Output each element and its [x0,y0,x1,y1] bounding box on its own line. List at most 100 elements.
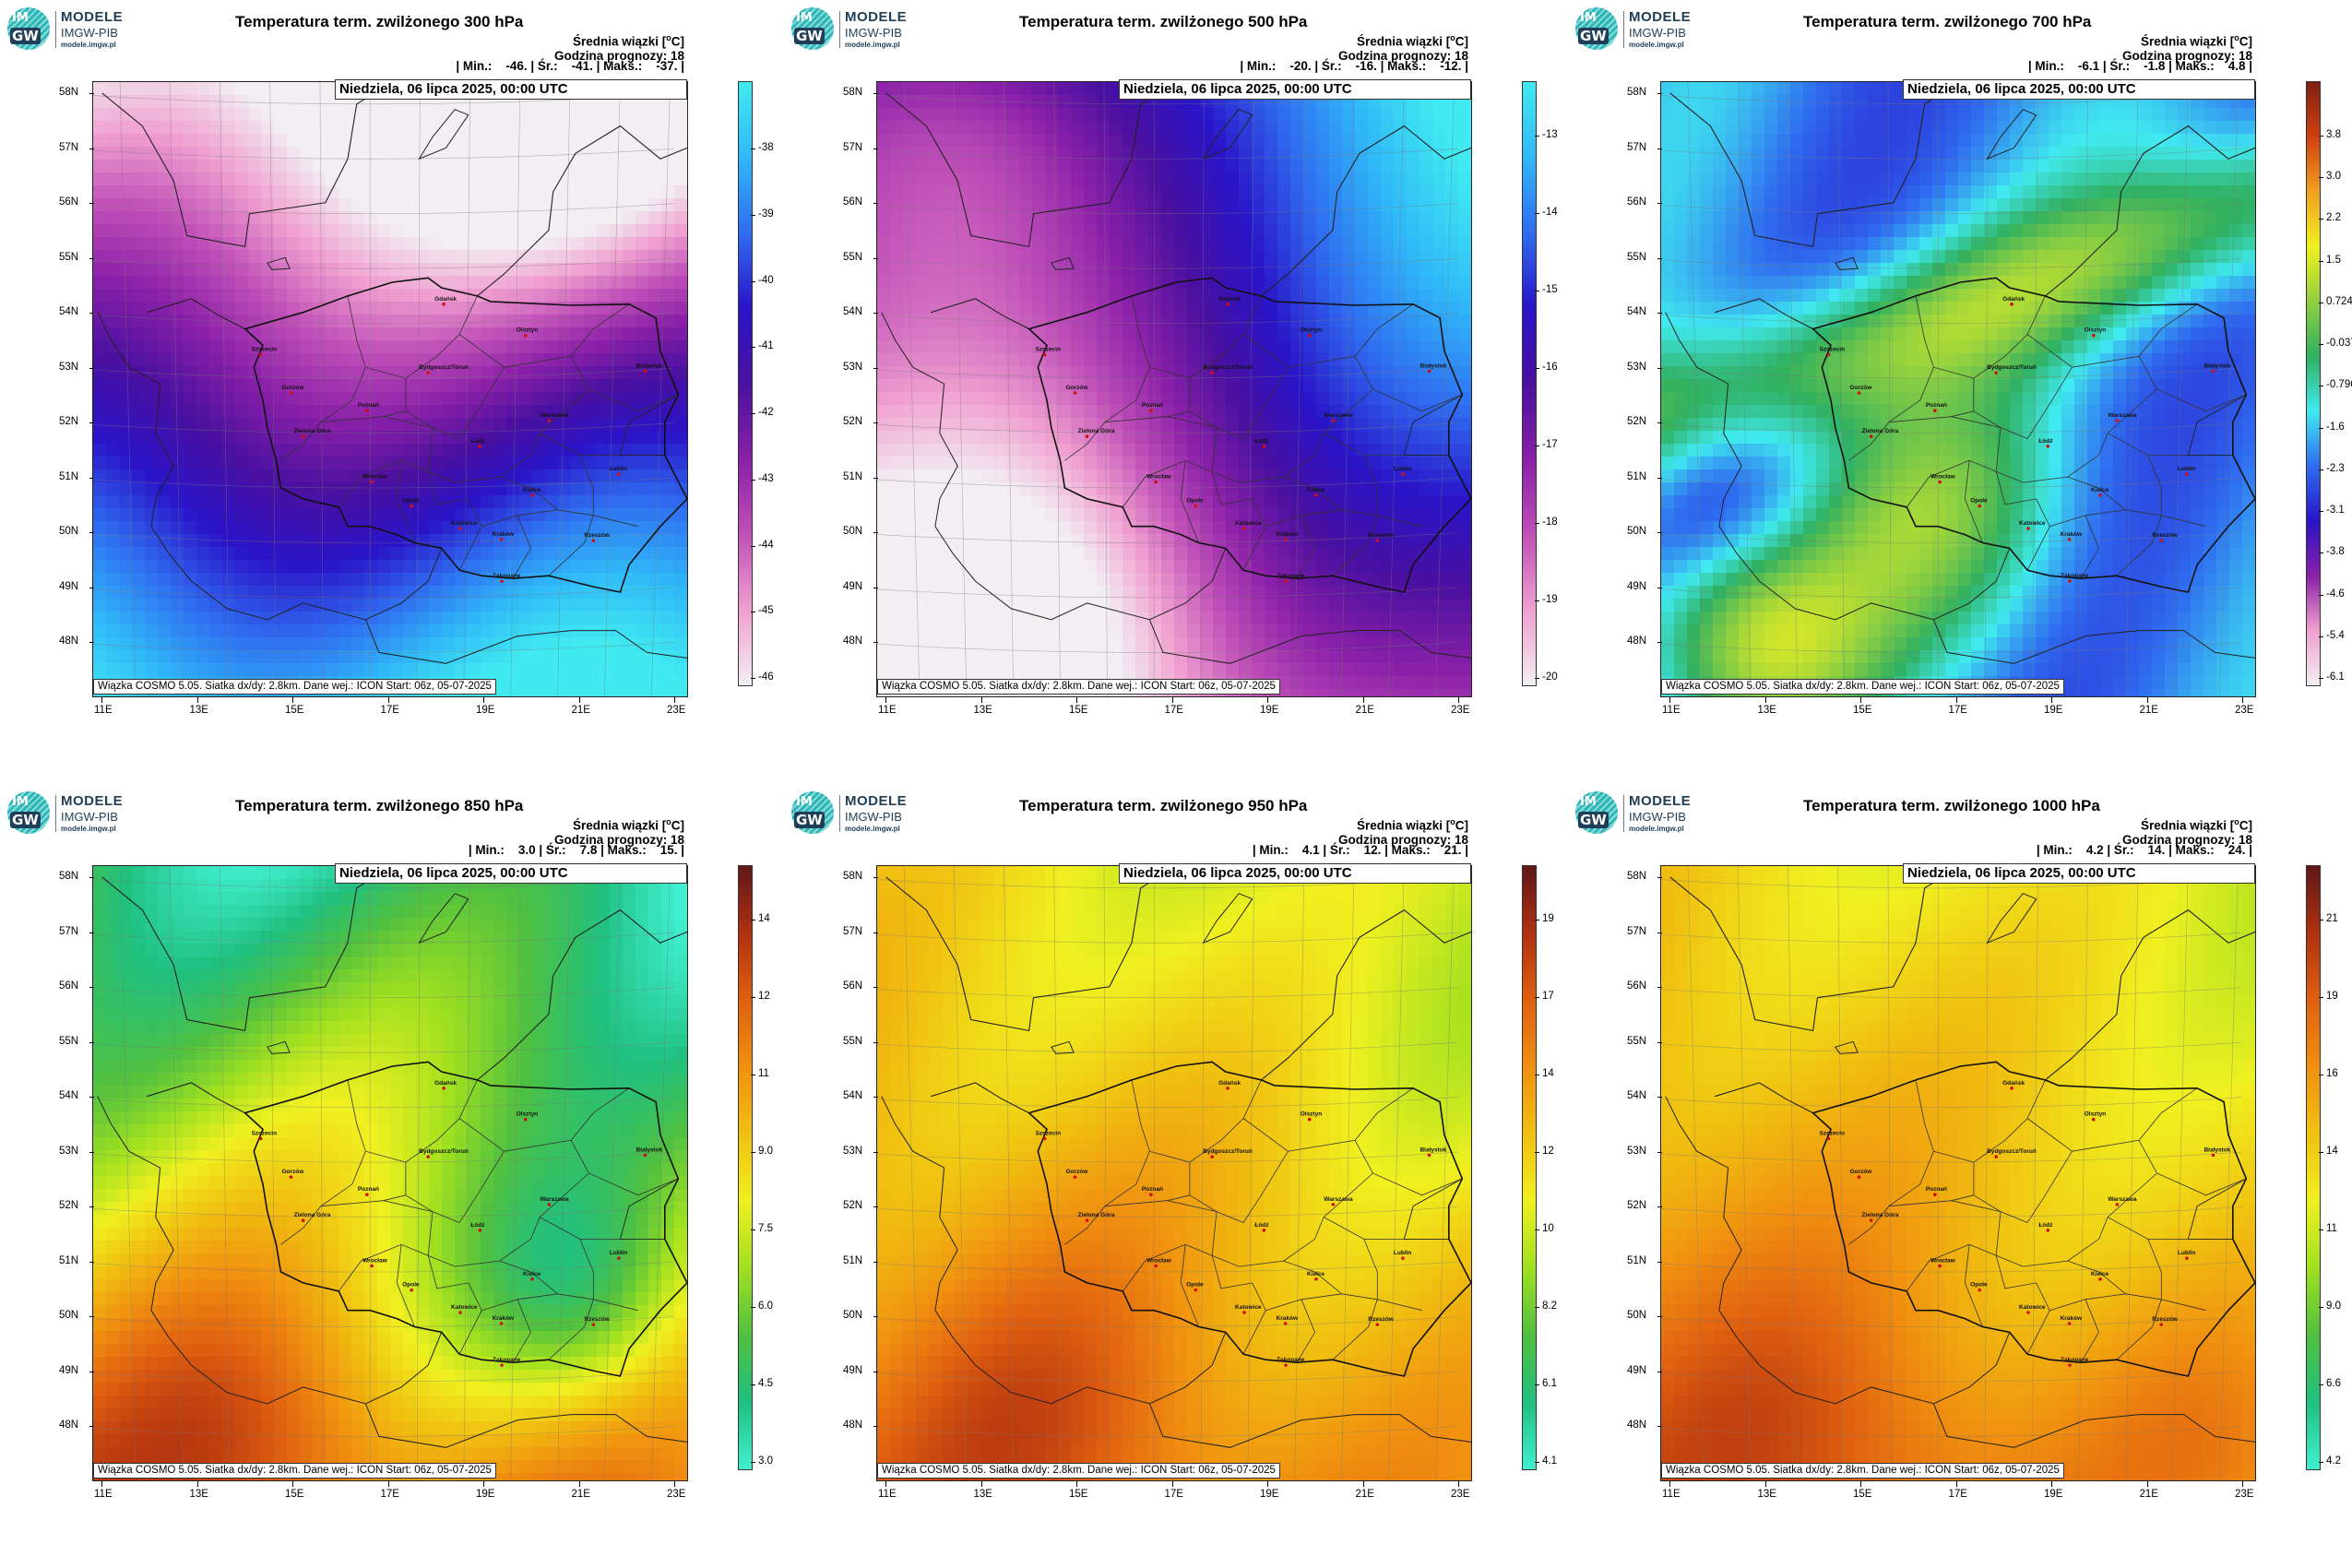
field-cell [623,327,636,341]
city-marker[interactable] [1427,369,1431,374]
field-cell [300,457,314,470]
logo-url[interactable]: modele.imgw.pl [845,41,900,49]
city-marker[interactable] [1284,579,1288,583]
field-cell [339,469,352,483]
field-cell [597,211,611,225]
field-cell [326,134,339,148]
field-cell [980,82,994,96]
field-cell [196,418,210,432]
city-marker[interactable] [258,352,263,357]
field-cell [506,508,520,522]
imgw-logo[interactable]: IM GW MODELE IMGW-PIB modele.imgw.pl [791,7,930,52]
field-cell [468,599,481,612]
imgw-logo[interactable]: IM GW MODELE IMGW-PIB modele.imgw.pl [7,7,146,52]
city-marker[interactable] [1283,538,1288,541]
city-marker[interactable] [591,539,596,542]
graticule-lon [604,82,621,696]
field-cell [597,327,611,341]
city-marker[interactable] [370,480,374,484]
field-cell [300,327,314,341]
city-marker[interactable] [1194,504,1198,508]
city-marker[interactable] [523,333,528,338]
imgw-logo[interactable]: IM GW MODELE IMGW-PIB modele.imgw.pl [1575,7,1714,52]
field-cell [403,469,417,483]
city-marker[interactable] [301,434,305,438]
graticule-lon [1435,82,1455,696]
city-marker[interactable] [1401,472,1405,476]
field-cell [364,418,378,432]
city-marker[interactable] [500,579,504,583]
field-cell [313,198,327,212]
city-label: Bydgoszcz/Toruń [1203,364,1253,371]
field-cell [274,431,288,445]
field-cell [545,353,559,367]
logo-url[interactable]: modele.imgw.pl [61,41,116,49]
city-marker[interactable] [458,527,462,530]
field-cell [390,612,404,625]
field-cell [403,586,417,600]
field-cell [158,302,172,315]
field-cell [390,637,404,651]
field-cell [171,224,184,238]
field-cell [661,198,675,212]
field-cell [390,547,404,561]
city-marker[interactable] [1085,434,1089,438]
field-cell [300,185,314,199]
city-marker[interactable] [547,419,552,422]
field-cell [158,495,172,509]
field-cell [519,469,533,483]
city-marker[interactable] [1375,539,1380,542]
city-marker[interactable] [1073,391,1077,395]
map-area[interactable]: Gdańsk Olsztyn Białystok Szczecin Bydgoszcz/… [92,81,688,697]
field-cell [455,276,469,290]
field-cell [364,534,378,548]
field-cell [571,689,585,696]
city-marker[interactable] [426,371,430,374]
city-marker[interactable] [530,493,534,497]
graticule-lon [510,82,521,696]
map-area[interactable]: Gdańsk Olsztyn Białystok Szczecin Bydgoszcz/… [1660,81,2256,697]
field-cell [610,405,624,419]
city-marker[interactable] [1314,493,1318,497]
city-marker[interactable] [442,303,445,306]
city-marker[interactable] [365,409,369,412]
field-cell [442,637,456,651]
city-marker[interactable] [643,369,647,374]
map-area[interactable]: Gdańsk Olsztyn Białystok Szczecin Bydgoszcz/… [876,81,1472,697]
city-marker[interactable] [1242,527,1246,530]
city-marker[interactable] [1226,303,1229,306]
city-marker[interactable] [1262,445,1266,448]
field-cell [287,508,301,522]
field-cell [916,82,930,96]
logo-line1: MODELE [61,9,124,25]
city-marker[interactable] [499,538,504,541]
city-marker[interactable] [1331,419,1336,422]
logo-url[interactable]: modele.imgw.pl [1629,41,1684,49]
field-cell [468,521,481,535]
field-cell [636,573,649,587]
model-info-footer: Wiązka COSMO 5.05. Siatka dx/dy: 2.8km. … [877,679,1280,695]
field-cell [481,405,494,419]
field-cell [184,508,197,522]
city-marker[interactable] [1154,480,1158,484]
field-cell [468,624,481,638]
city-marker[interactable] [410,504,414,508]
field-cell [196,224,210,238]
field-cell [623,560,636,574]
field-cell [184,302,197,315]
field-cell [364,457,378,470]
field-cell [597,637,611,651]
field-cell [493,418,507,432]
field-cell [648,224,662,238]
city-marker[interactable] [1307,333,1312,338]
city-marker[interactable] [1042,352,1047,357]
sweden-coast [885,82,1177,248]
city-marker[interactable] [1210,371,1214,374]
city-marker[interactable] [478,445,482,448]
field-cell [571,444,585,457]
field-cell [287,121,301,135]
city-marker[interactable] [1149,409,1153,412]
city-marker[interactable] [289,391,293,395]
city-marker[interactable] [617,472,621,476]
field-cell [390,392,404,406]
